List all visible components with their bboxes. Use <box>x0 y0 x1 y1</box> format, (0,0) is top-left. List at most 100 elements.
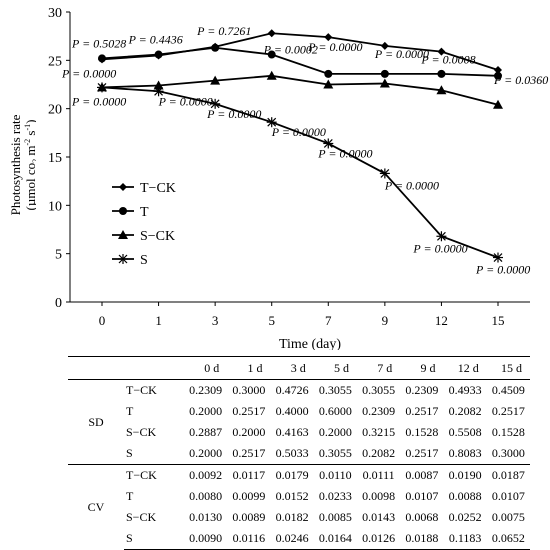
p-value-annotation: P = 0.0000 <box>374 47 429 61</box>
data-point-shape <box>494 71 502 80</box>
stats-cell: 0.2887 <box>189 425 223 439</box>
data-point <box>323 79 334 89</box>
stats-cell: 0.0652 <box>486 528 530 550</box>
x-tick-label: 3 <box>212 313 219 328</box>
stats-cell: 0.0098 <box>362 489 396 503</box>
y-tick-label: 30 <box>48 6 62 21</box>
stats-cell: 0.0182 <box>275 510 309 524</box>
legend-label: T−CK <box>140 181 176 196</box>
p-value-annotation: P = 0.0000 <box>206 107 261 121</box>
stats-cell: 0.0188 <box>400 528 444 550</box>
data-point <box>379 78 390 88</box>
stats-cell: 0.0092 <box>184 464 228 486</box>
data-point <box>266 117 277 128</box>
data-point <box>267 29 276 38</box>
data-point-shape <box>494 66 502 74</box>
data-point <box>266 70 277 80</box>
p-value-annotation: P = 0.0000 <box>61 67 116 81</box>
stats-cell: 0.0152 <box>275 489 309 503</box>
line-chart: 0 5 10 15 20 25 30 0 1 3 5 7 9 12 15 Time (day) P = 0.50… <box>48 6 548 350</box>
stats-cell: 0.0089 <box>232 510 266 524</box>
stats-cell: 0.2517 <box>405 404 439 418</box>
stats-col-header: 15 d <box>501 360 522 375</box>
stats-row-label: T−CK <box>124 379 184 401</box>
stats-row: SD T−CK 0.2309 0.3000 0.4726 0.3055 0.3055 0.23… <box>68 379 530 465</box>
stats-cell: 0.0107 <box>491 489 525 503</box>
data-point-shape <box>493 99 503 109</box>
stats-cell: 0.3055 <box>318 446 352 460</box>
stats-cell: 0.2000 <box>189 404 223 418</box>
data-point-shape <box>154 50 163 59</box>
stats-cell: 0.2000 <box>189 446 223 460</box>
p-value-annotation: P = 0.0360 <box>493 73 548 87</box>
x-tick-label: 0 <box>99 313 106 328</box>
stats-cell: 0.8083 <box>448 446 482 460</box>
data-point <box>437 69 446 78</box>
data-point-shape <box>436 85 447 95</box>
stats-row: S 0.0090 0.0116 0.0246 0.0164 0.0126 0.0188 0.1… <box>68 528 530 550</box>
stats-cell: 0.0233 <box>318 489 352 503</box>
stats-col-header: 7 d <box>377 360 393 375</box>
legend-marker <box>119 207 127 215</box>
stats-cell: 0.0116 <box>227 528 271 550</box>
x-tick-label: 1 <box>155 313 162 328</box>
stats-col-header: 1 d <box>247 360 263 375</box>
x-tick-label: 5 <box>268 313 275 328</box>
p-value-annotation: P = 0.0000 <box>158 94 213 108</box>
stats-cell: 0.0252 <box>448 510 482 524</box>
stats-group-label: SD <box>68 379 124 465</box>
stats-cell: 0.4163 <box>275 425 309 439</box>
data-point-shape <box>98 54 106 63</box>
stats-cell: 0.1528 <box>491 425 525 439</box>
stats-row-label: T <box>126 489 134 503</box>
p-value-annotation: P = 0.0002 <box>263 42 318 56</box>
data-point <box>323 138 334 149</box>
stats-row: T 0.2000 0.2517 0.4000 0.6000 0.2309 0.2517 0.2… <box>68 401 530 422</box>
y-tick-label: 15 <box>48 151 62 166</box>
data-point <box>211 43 220 52</box>
data-point <box>154 50 163 59</box>
stats-cell: 0.2309 <box>184 379 228 401</box>
data-point <box>494 66 502 74</box>
stats-cell: 0.0126 <box>357 528 401 550</box>
data-point-shape <box>437 69 446 78</box>
stats-cell: 0.5033 <box>275 446 309 460</box>
data-point <box>324 33 333 42</box>
x-tick-label: 15 <box>492 313 505 328</box>
stats-row: S 0.2000 0.2517 0.5033 0.3055 0.2082 0.2517 0.8… <box>68 443 530 465</box>
data-point-shape <box>380 41 389 50</box>
data-point <box>97 82 107 93</box>
data-point-shape <box>437 47 446 56</box>
legend-label: S−CK <box>140 229 175 244</box>
stats-col-header: 3 d <box>290 360 306 375</box>
stats-row: T 0.0080 0.0099 0.0152 0.0233 0.0098 0.0107 0.0… <box>68 486 530 507</box>
legend-marker <box>118 254 128 264</box>
data-point-shape <box>380 69 389 78</box>
legend-marker-shape <box>119 183 127 191</box>
stats-cell: 0.3000 <box>227 379 271 401</box>
data-point-shape <box>267 50 276 59</box>
y-axis-label: Photosynthesis rate (µmol co2 m-2 s-1) <box>6 70 40 260</box>
data-point <box>210 98 221 109</box>
data-point-shape <box>153 80 164 90</box>
stats-row-label: S <box>126 446 133 460</box>
stats-cell: 0.2517 <box>405 446 439 460</box>
stats-row-label: S <box>124 528 184 550</box>
stats-cell: 0.0099 <box>232 489 266 503</box>
y-tick-label: 20 <box>48 103 62 118</box>
stats-cell: 0.4726 <box>270 379 314 401</box>
stats-cell: 0.0130 <box>189 510 223 524</box>
series-line-3 <box>101 86 499 259</box>
stats-cell: 0.2309 <box>400 379 444 401</box>
data-point-shape <box>324 69 333 78</box>
data-point <box>324 69 333 78</box>
stats-header-blank <box>124 357 184 380</box>
legend-marker-shape <box>119 207 127 215</box>
data-point-shape <box>324 33 333 42</box>
stats-cell: 0.4000 <box>275 404 309 418</box>
data-point-shape <box>323 79 334 89</box>
p-value-annotation: P = 0.0000 <box>271 125 326 139</box>
stats-cell: 0.3055 <box>357 379 401 401</box>
data-point <box>380 69 389 78</box>
data-point-shape <box>267 29 276 38</box>
